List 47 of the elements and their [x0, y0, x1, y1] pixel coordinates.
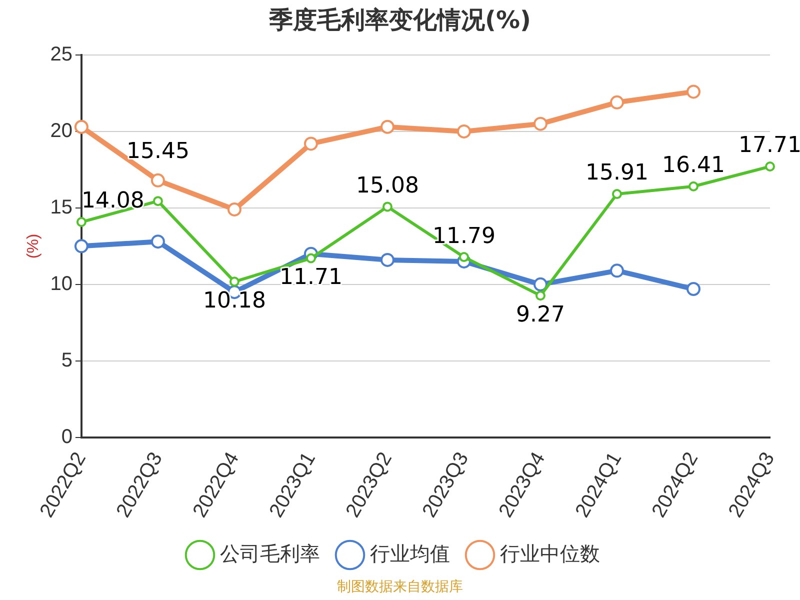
point — [535, 290, 546, 301]
legend-label: 行业均值 — [370, 544, 450, 566]
point — [458, 252, 469, 262]
point — [227, 202, 242, 216]
point — [306, 253, 316, 264]
point — [229, 276, 240, 287]
data-label: 9.27 — [516, 302, 565, 328]
chart-title: 季度毛利率变化情况(%) — [268, 5, 532, 36]
point — [686, 84, 700, 99]
point — [765, 161, 775, 172]
point — [380, 120, 394, 134]
y-axis-title: (%) — [25, 234, 42, 259]
text: 制图数据来自数据库 — [336, 578, 464, 596]
point — [380, 252, 394, 267]
data-label: 11.79 — [432, 224, 496, 249]
legend-label: 行业中位数 — [500, 544, 600, 566]
y-tick-label: 20 — [50, 120, 72, 142]
point — [382, 202, 392, 212]
point — [686, 282, 700, 296]
data-label: 15.08 — [356, 173, 419, 198]
data-label: 15.91 — [585, 160, 648, 186]
y-tick-label: 15 — [50, 196, 72, 218]
point — [152, 196, 163, 206]
legend-label: 公司毛利率 — [220, 544, 320, 566]
data-label: 17.71 — [738, 133, 800, 158]
point — [74, 120, 88, 134]
data-label: 14.08 — [81, 188, 144, 214]
point — [533, 116, 548, 131]
point — [150, 173, 165, 188]
point — [456, 124, 471, 138]
point — [150, 234, 165, 249]
y-tick-label: 25 — [50, 44, 72, 66]
point — [610, 95, 624, 110]
y-tick-label: 0 — [61, 426, 72, 448]
data-label: 16.41 — [662, 153, 725, 178]
data-label: 11.71 — [279, 264, 342, 290]
y-tick-label: 5 — [61, 349, 72, 372]
data-label: 15.45 — [126, 139, 190, 164]
point — [688, 181, 698, 192]
data-label: 10.18 — [202, 288, 266, 314]
point — [610, 264, 624, 278]
point — [74, 239, 88, 254]
point — [76, 217, 86, 228]
point — [304, 136, 318, 151]
y-tick-label: 10 — [50, 272, 72, 295]
point — [612, 189, 622, 200]
point — [533, 277, 548, 292]
